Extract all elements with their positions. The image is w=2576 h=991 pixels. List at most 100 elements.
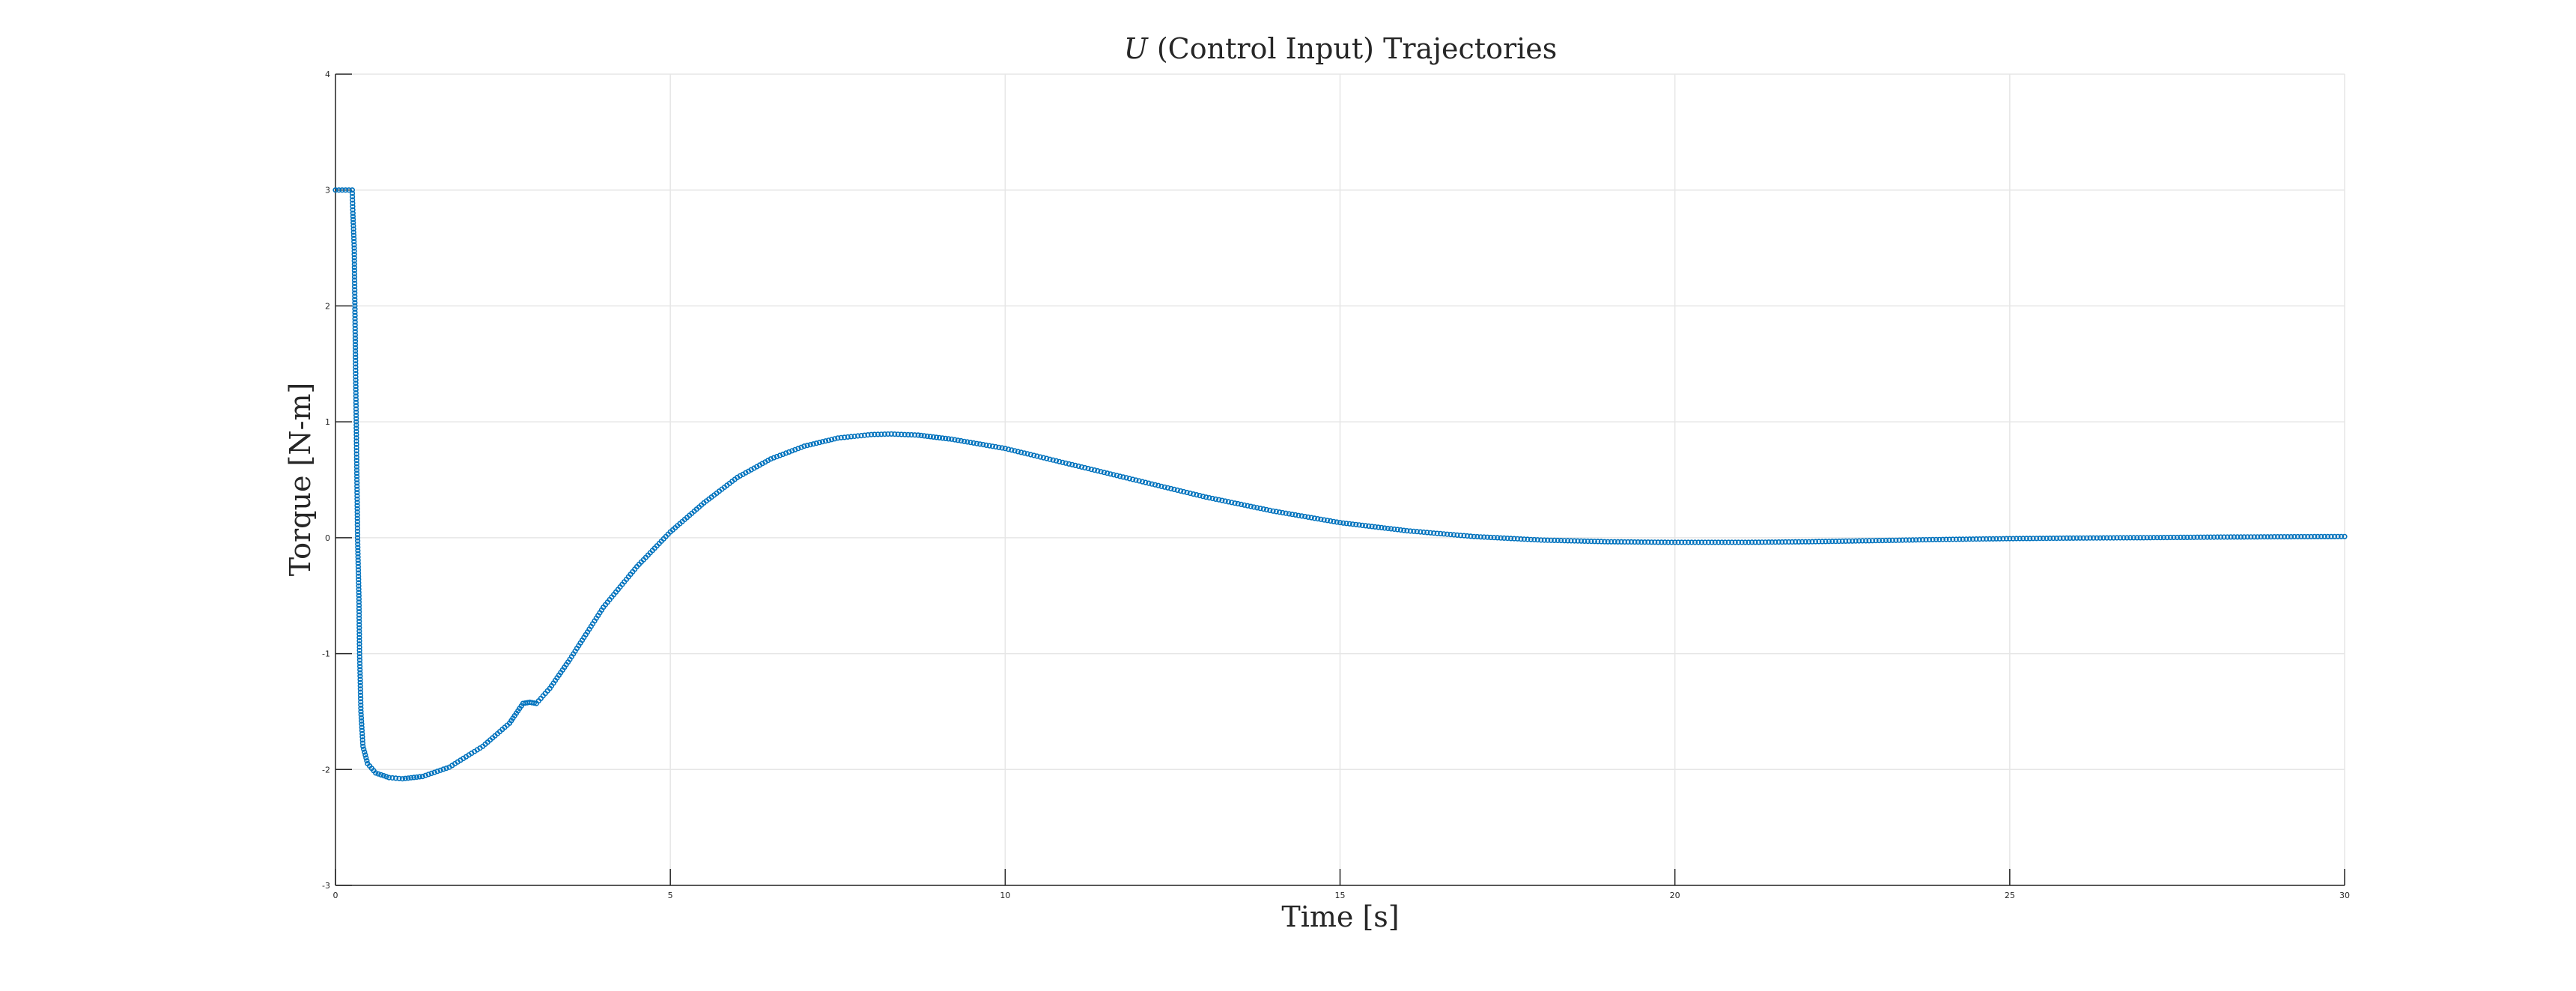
data-point: [1321, 517, 1327, 523]
data-point: [2281, 533, 2288, 540]
data-point: [1548, 537, 1554, 543]
data-point: [350, 197, 356, 203]
y-tick-label: 1: [325, 417, 330, 427]
data-point: [357, 689, 364, 695]
data-point: [440, 766, 446, 772]
data-point: [2258, 534, 2264, 540]
data-point: [989, 443, 996, 449]
data-point: [356, 657, 363, 663]
data-point: [2014, 536, 2020, 542]
data-point: [795, 446, 801, 452]
data-point: [955, 437, 961, 443]
data-point: [1318, 516, 1324, 522]
data-point: [352, 322, 358, 328]
data-point: [1641, 539, 1647, 545]
data-point: [2110, 535, 2117, 541]
data-point: [933, 434, 940, 440]
data-point: [1819, 539, 1825, 545]
data-point: [352, 339, 359, 345]
data-point: [351, 235, 357, 242]
data-point: [2023, 536, 2029, 542]
data-point: [1082, 464, 1088, 471]
data-point: [353, 348, 359, 354]
data-point: [1558, 537, 1564, 544]
data-point: [858, 432, 864, 439]
data-point: [352, 284, 358, 290]
data-point: [888, 431, 894, 437]
data-point: [1511, 536, 1517, 542]
data-point: [358, 715, 365, 721]
data-point: [355, 551, 361, 557]
data-point: [351, 267, 358, 273]
data-point: [353, 444, 359, 451]
chart-title: U (Control Input) Trajectories: [1124, 32, 1558, 65]
data-point: [1203, 494, 1209, 500]
data-point: [2285, 533, 2291, 540]
data-point: [1752, 539, 1758, 545]
data-point: [965, 439, 970, 445]
data-point: [1501, 535, 1507, 542]
data-point: [356, 583, 362, 589]
data-point: [1662, 539, 1668, 545]
data-point: [1021, 450, 1027, 456]
data-point: [359, 718, 365, 724]
y-tick-label: -2: [322, 765, 330, 775]
data-point: [1816, 539, 1822, 545]
data-point: [1187, 490, 1193, 497]
data-point: [1305, 514, 1311, 521]
data-point: [1168, 485, 1174, 492]
data-point: [1802, 539, 1808, 545]
data-point: [1843, 538, 1849, 545]
data-point: [798, 444, 804, 450]
data-point: [1194, 491, 1200, 498]
data-point: [1675, 539, 1681, 545]
data-point: [353, 467, 360, 473]
data-point: [356, 593, 362, 598]
data-point: [1484, 534, 1490, 540]
data-point: [1315, 515, 1321, 522]
data-point: [355, 554, 361, 560]
data-point: [986, 443, 992, 449]
data-point: [356, 622, 362, 628]
data-point: [1369, 524, 1375, 530]
data-point: [1229, 500, 1235, 506]
data-point: [2318, 533, 2324, 540]
data-point: [1005, 446, 1012, 452]
data-point: [1434, 530, 1440, 536]
data-point: [2107, 535, 2113, 541]
data-point: [353, 377, 359, 383]
data-point: [355, 541, 361, 548]
data-point: [358, 712, 364, 718]
data-point: [1126, 476, 1132, 482]
data-point: [359, 721, 365, 727]
data-point: [1024, 451, 1030, 457]
x-tick-label: 20: [1670, 891, 1680, 900]
data-point: [1184, 489, 1190, 496]
data-point: [1689, 539, 1695, 545]
data-point: [350, 213, 356, 219]
data-point: [924, 433, 930, 440]
y-tick-label: 3: [325, 186, 330, 196]
data-point: [899, 431, 905, 437]
data-point: [2251, 534, 2257, 540]
data-point: [351, 242, 357, 248]
data-point: [1375, 524, 1382, 530]
data-point: [1591, 539, 1597, 545]
data-point: [1254, 505, 1260, 511]
data-point: [993, 443, 999, 450]
data-point: [1491, 535, 1497, 541]
data-point: [2201, 534, 2207, 540]
data-point: [1488, 534, 1494, 541]
data-point: [1983, 536, 1990, 542]
data-point: [1595, 539, 1601, 545]
data-point: [1622, 539, 1628, 545]
data-point: [1091, 467, 1098, 473]
data-point: [356, 628, 362, 634]
data-point: [1468, 533, 1474, 539]
data-point: [359, 734, 365, 740]
data-point: [2077, 535, 2083, 541]
data-point: [2315, 533, 2321, 540]
data-point: [358, 705, 364, 712]
data-point: [357, 692, 364, 699]
data-point: [1139, 479, 1146, 485]
